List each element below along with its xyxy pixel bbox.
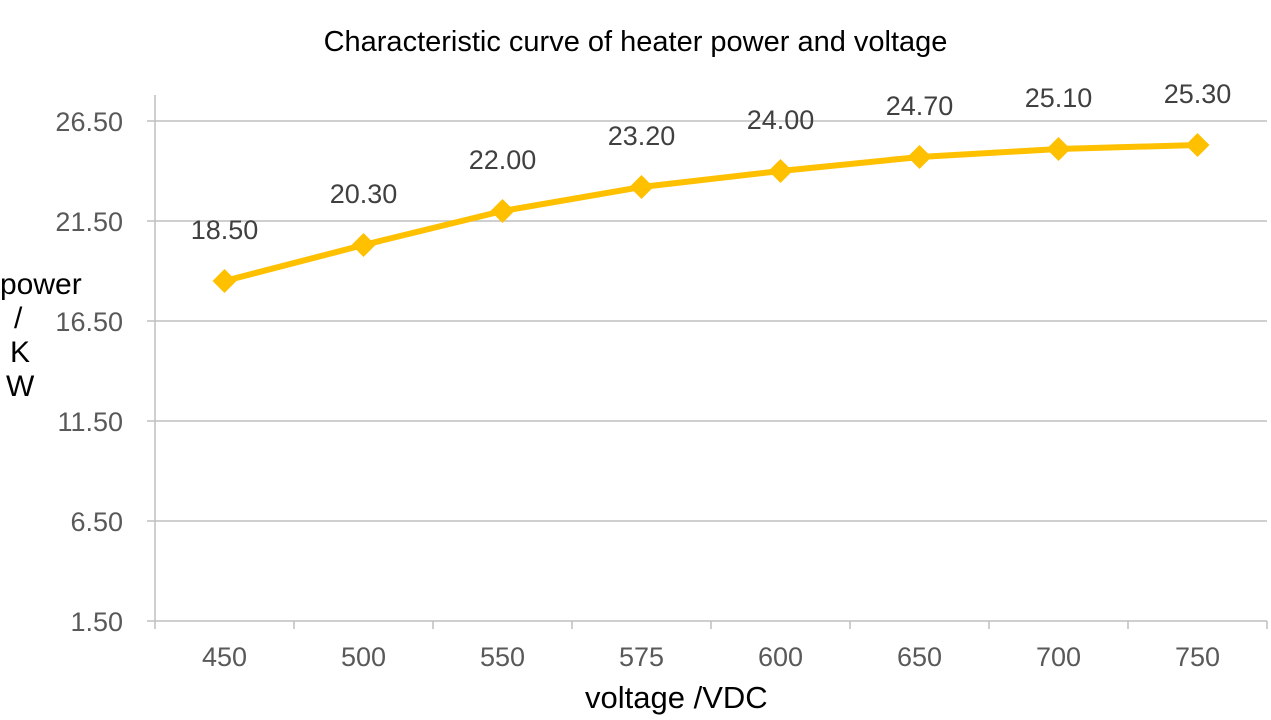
x-tick-label: 575 [619, 642, 664, 672]
x-tick-label: 550 [480, 642, 525, 672]
x-tick-label: 500 [341, 642, 386, 672]
y-axis-label-line: K [10, 336, 31, 369]
x-tick-label: 750 [1175, 642, 1220, 672]
data-point-marker [768, 159, 793, 183]
data-point-marker [629, 175, 654, 199]
x-tick-label: 650 [897, 642, 942, 672]
y-axis-label: power / K W [0, 268, 82, 404]
data-point-marker [490, 199, 515, 223]
data-label: 22.00 [469, 145, 537, 175]
series-line [223, 142, 1198, 284]
data-label: 25.10 [1025, 83, 1093, 113]
y-tick-label: 6.50 [70, 507, 123, 537]
data-label: 23.20 [608, 121, 676, 151]
x-axis-label: voltage /VDC [585, 680, 768, 715]
y-tick-label: 1.50 [70, 607, 123, 637]
data-label: 20.30 [330, 179, 398, 209]
data-label: 24.70 [886, 91, 954, 121]
data-label: 24.00 [747, 105, 815, 135]
data-point-marker [907, 145, 932, 169]
y-axis-label-line: / [14, 302, 23, 335]
y-axis-label-line: W [6, 370, 35, 403]
y-axis-label-line: power [0, 268, 82, 301]
data-point-marker [351, 233, 376, 257]
chart-title: Characteristic curve of heater power and… [323, 26, 948, 58]
y-tick-label: 11.50 [57, 407, 123, 437]
x-tick-label: 600 [758, 642, 803, 672]
y-tick-label: 26.50 [55, 107, 123, 137]
data-point-marker [1046, 137, 1071, 161]
data-label: 18.50 [191, 215, 259, 245]
data-point-marker [212, 269, 237, 293]
data-label: 25.30 [1164, 79, 1232, 109]
x-tick-label: 450 [202, 642, 247, 672]
y-tick-label: 21.50 [55, 207, 123, 237]
data-point-marker [1185, 133, 1210, 157]
x-tick-label: 700 [1036, 642, 1081, 672]
y-tick-label: 16.50 [55, 307, 123, 337]
